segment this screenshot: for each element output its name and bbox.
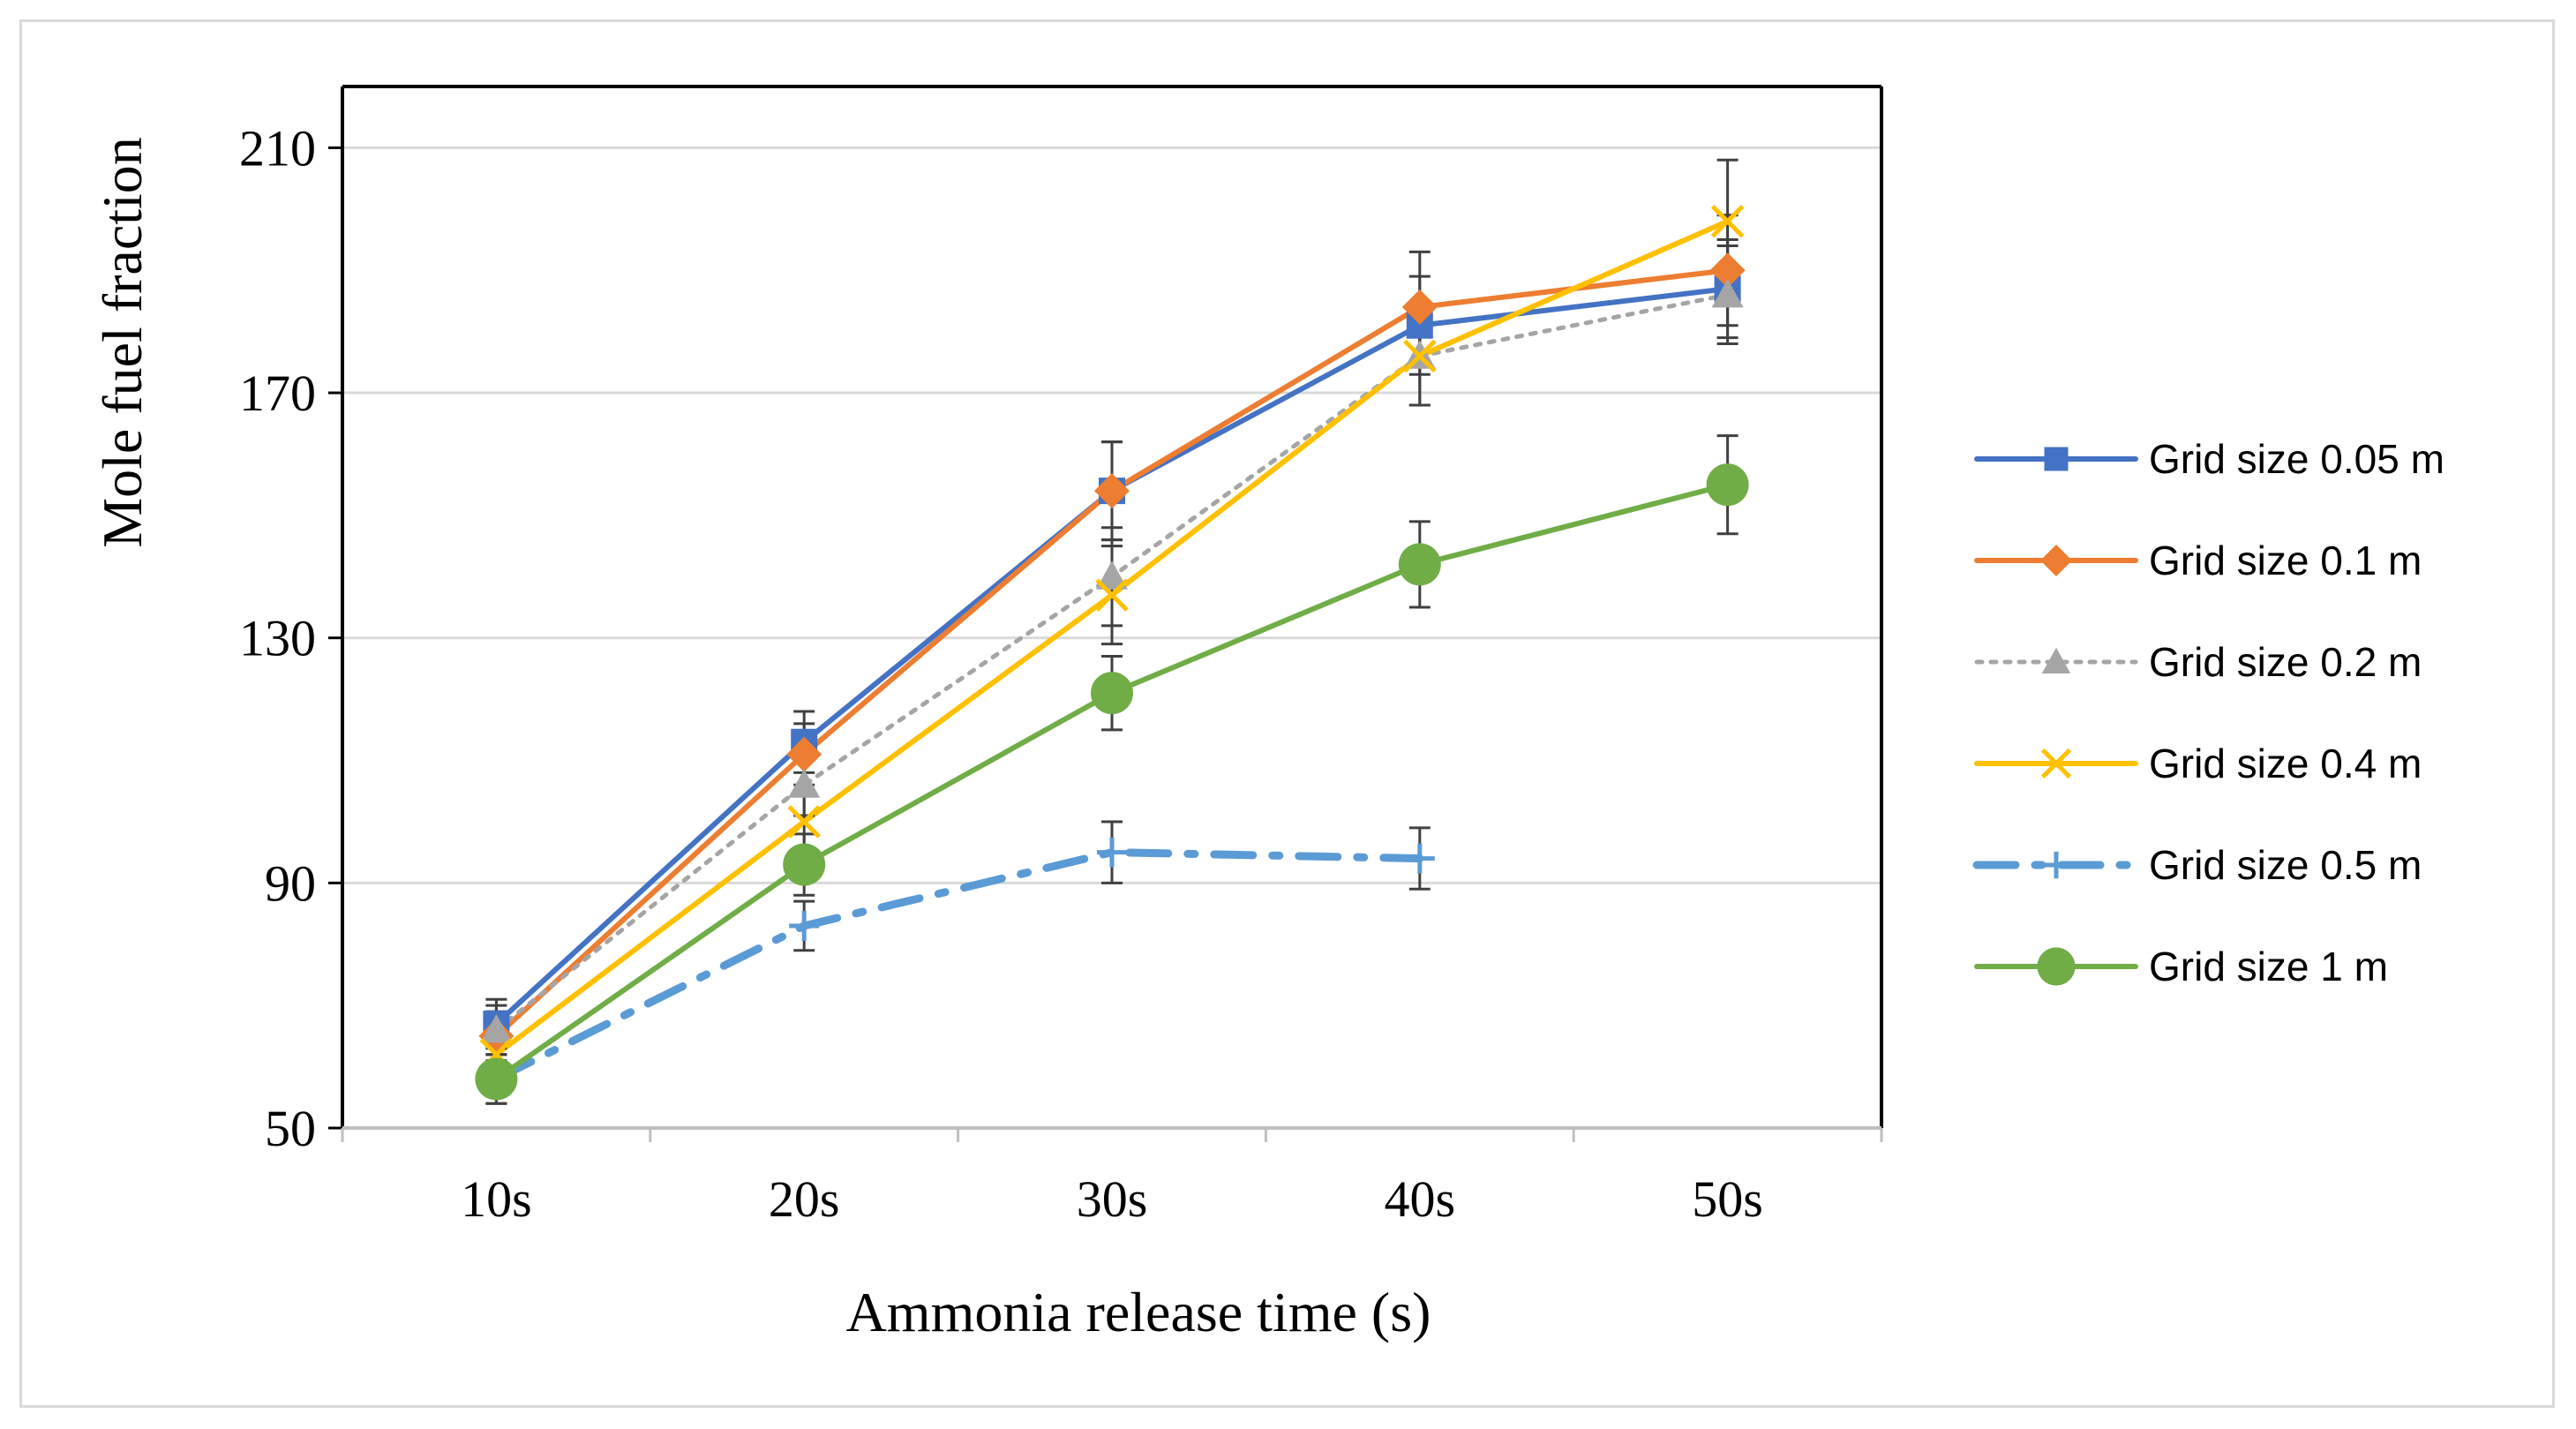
axis-labels: 50 90 130 170 210 10s 20s 30s 40s 50s Ammonia rele… <box>91 119 1763 1343</box>
legend-item: Grid size 0.1 m <box>1974 538 2422 583</box>
legend-item: Grid size 0.2 m <box>1974 639 2422 685</box>
x-tick-label: 50s <box>1692 1170 1763 1228</box>
data-point-4-1 <box>789 910 820 941</box>
legend-marker <box>2044 447 2069 471</box>
x-tick-label: 30s <box>1077 1170 1148 1228</box>
legend-marker <box>2040 748 2072 779</box>
legend-label: Grid size 0.2 m <box>2149 639 2422 685</box>
y-tick-label: 90 <box>265 854 316 912</box>
series-line-4 <box>492 848 1424 1083</box>
data-markers <box>475 204 1749 1101</box>
legend-item: Grid size 0.05 m <box>1974 436 2445 482</box>
data-point-1-1 <box>786 736 822 772</box>
legend: Grid size 0.05 m Grid size 0.1 m Grid size… <box>1972 436 2445 989</box>
legend-item: Grid size 0.5 m <box>1972 842 2422 888</box>
data-point-4-2 <box>1097 837 1127 868</box>
legend-label: Grid size 0.5 m <box>2149 842 2422 888</box>
y-tick-label: 210 <box>239 119 316 177</box>
data-point-3-3 <box>1403 339 1437 373</box>
legend-item: Grid size 0.4 m <box>1974 741 2422 786</box>
data-point-5-3 <box>1398 543 1441 586</box>
legend-marker <box>2041 647 2071 673</box>
data-point-1-3 <box>1401 289 1438 325</box>
data-point-4-3 <box>1404 843 1435 874</box>
x-tick-label: 20s <box>769 1170 840 1228</box>
legend-marker <box>2040 545 2072 576</box>
data-point-5-1 <box>783 843 826 886</box>
legend-label: Grid size 0.4 m <box>2149 741 2422 786</box>
y-tick-label: 130 <box>239 610 316 667</box>
axes <box>328 85 1883 1142</box>
chart-frame <box>19 19 2555 1408</box>
data-point-5-0 <box>475 1057 518 1101</box>
legend-label: Grid size 0.05 m <box>2149 436 2445 482</box>
x-tick-label: 10s <box>461 1170 532 1228</box>
data-point-3-4 <box>1710 204 1745 238</box>
legend-label: Grid size 0.1 m <box>2149 538 2422 583</box>
legend-label: Grid size 1 m <box>2149 944 2388 989</box>
series-line-1 <box>493 267 1731 1039</box>
series-lines <box>492 218 1731 1083</box>
data-point-2-1 <box>788 769 821 798</box>
x-tick-label: 40s <box>1385 1170 1456 1228</box>
data-point-5-2 <box>1091 672 1133 715</box>
y-tick-label: 50 <box>265 1100 316 1157</box>
data-point-1-2 <box>1094 473 1130 509</box>
y-tick-label: 170 <box>239 365 316 422</box>
legend-marker <box>2042 851 2070 879</box>
data-point-1-4 <box>1709 252 1746 289</box>
data-point-5-4 <box>1706 463 1749 507</box>
legend-marker <box>2037 947 2076 986</box>
data-point-2-4 <box>1711 279 1744 308</box>
data-point-3-2 <box>1095 578 1129 612</box>
data-point-2-2 <box>1096 560 1128 590</box>
data-point-3-1 <box>787 805 821 839</box>
legend-item: Grid size 1 m <box>1974 944 2388 989</box>
y-axis-title: Mole fuel fraction <box>91 137 154 548</box>
x-axis-title: Ammonia release time (s) <box>846 1281 1431 1343</box>
data-point-2-0 <box>480 1013 513 1043</box>
